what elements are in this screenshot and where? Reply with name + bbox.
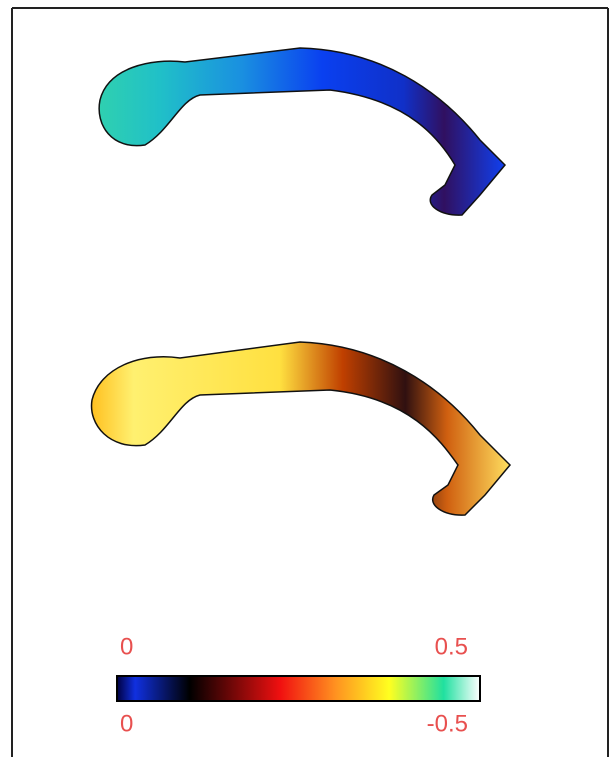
colorbar-label: 0 (120, 710, 133, 737)
lower-shape (90, 341, 512, 516)
colorbar-label: 0 (120, 633, 133, 660)
upper-shape (98, 47, 507, 216)
colorbar (116, 675, 481, 702)
colorbar-label: -0.5 (427, 710, 468, 737)
colorbar-label: 0.5 (435, 633, 468, 660)
